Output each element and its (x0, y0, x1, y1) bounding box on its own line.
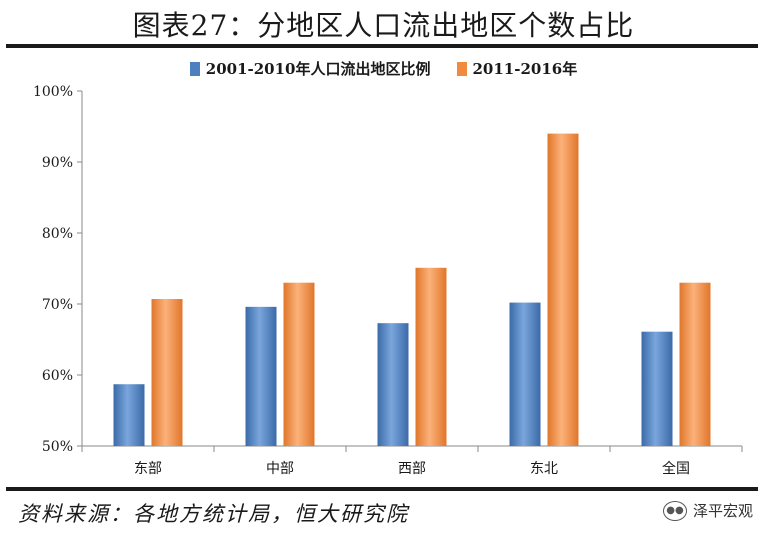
legend-item-series-1: 2001-2010年人口流出地区比例 (189, 58, 431, 79)
bar-series-2-2 (415, 267, 447, 446)
brand: ●● 泽平宏观 (662, 500, 753, 521)
y-tick-label: 90% (42, 155, 73, 171)
bar-series-1-4 (641, 331, 673, 446)
wechat-icon: ●● (662, 500, 687, 521)
legend-item-series-2: 2011-2016年 (456, 58, 578, 79)
bar-series-1-0 (113, 384, 145, 446)
y-tick-label: 50% (42, 439, 73, 455)
y-tick-label: 60% (42, 368, 73, 384)
legend-swatch-series-2 (456, 61, 467, 76)
bar-series-2-0 (151, 299, 183, 446)
bar-series-1-1 (245, 306, 277, 446)
bar-series-1-2 (377, 323, 409, 446)
x-tick-label: 中部 (266, 461, 294, 477)
legend-label-series-2: 2011-2016年 (472, 60, 578, 78)
bar-chart: 50% 60% 70% 80% 90% 100% 东部 中部 西部 东北 全国 (33, 84, 743, 477)
bar-series-2-4 (679, 282, 711, 446)
legend: 2001-2010年人口流出地区比例 2011-2016年 (0, 58, 767, 79)
chart-title: 图表27：分地区人口流出地区个数占比 (132, 9, 635, 42)
legend-label-series-1: 2001-2010年人口流出地区比例 (205, 60, 431, 78)
x-tick-label: 西部 (398, 461, 426, 477)
title-rule (6, 44, 758, 48)
brand-name: 泽平宏观 (692, 502, 753, 520)
legend-swatch-series-1 (189, 61, 200, 76)
source-rule (6, 487, 758, 491)
source-note: 资料来源：各地方统计局，恒大研究院 (18, 502, 409, 526)
bar-series-1-3 (509, 302, 541, 446)
x-tick-label: 全国 (662, 460, 690, 477)
bar-series-2-1 (283, 282, 315, 446)
y-tick-label: 100% (33, 84, 73, 100)
y-tick-label: 70% (42, 297, 73, 313)
bar-series-2-3 (547, 133, 579, 446)
y-tick-label: 80% (42, 226, 73, 242)
x-tick-label: 东北 (530, 461, 558, 477)
x-tick-label: 东部 (134, 461, 162, 477)
